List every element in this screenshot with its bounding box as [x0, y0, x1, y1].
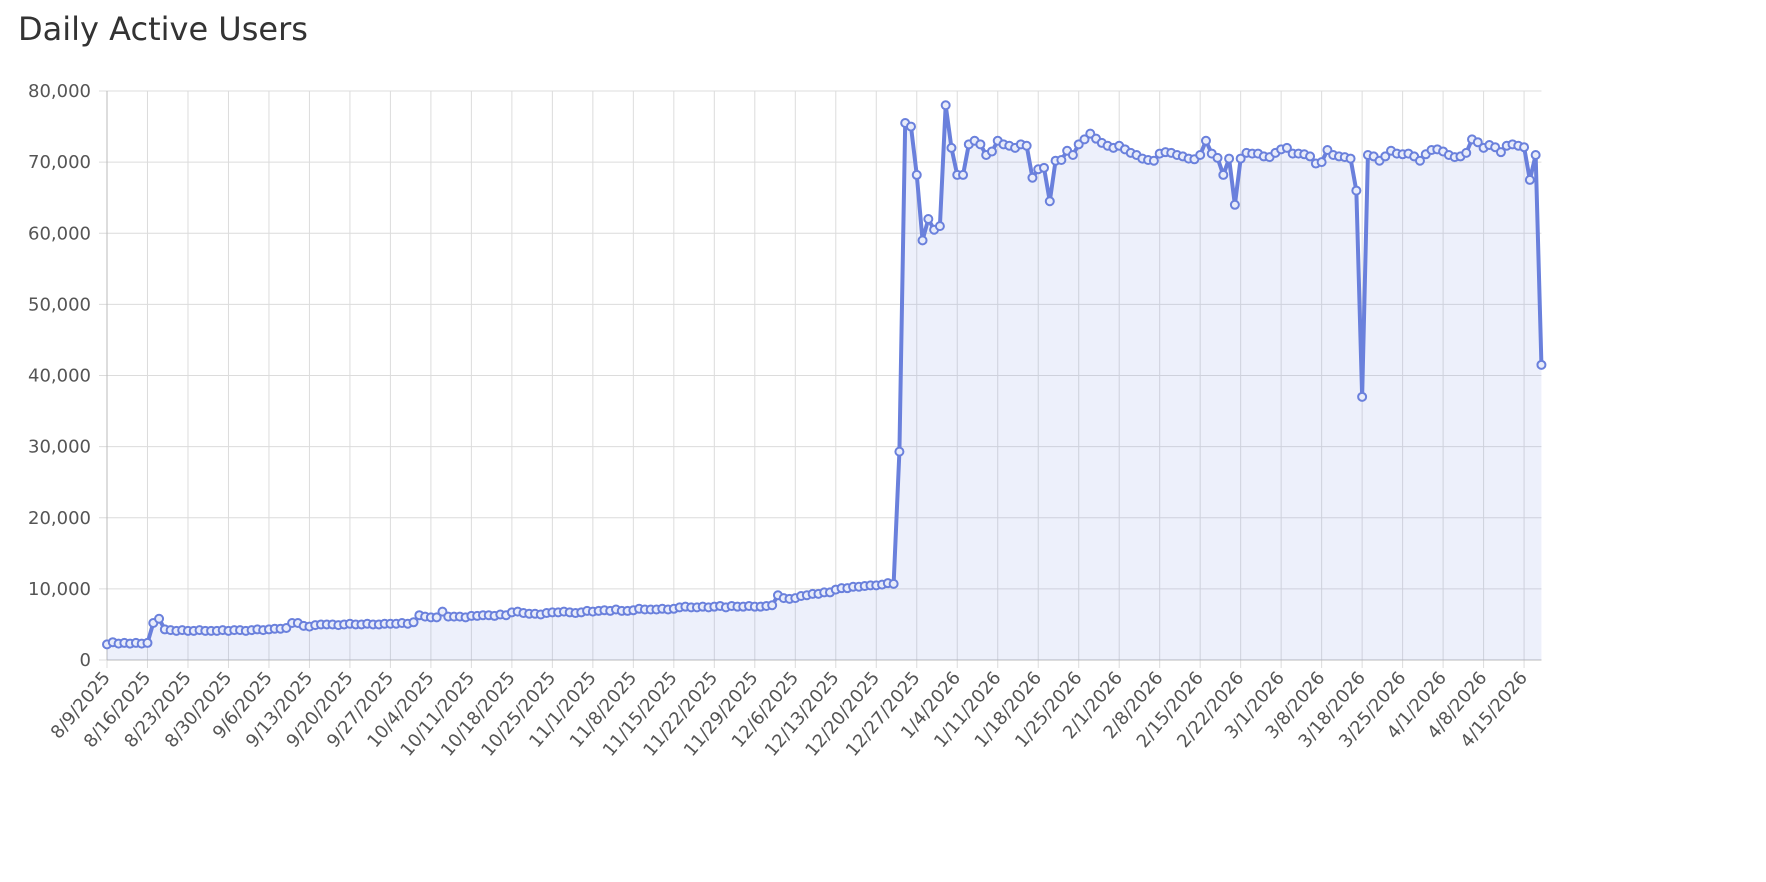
point: [1039, 162, 1050, 173]
point: [958, 169, 969, 180]
point: [1316, 157, 1327, 168]
point: [1461, 147, 1472, 158]
point: [1212, 152, 1223, 163]
point: [1305, 151, 1316, 162]
point: [142, 637, 153, 648]
point: [1200, 135, 1211, 146]
point: [1519, 142, 1530, 153]
point: [1229, 199, 1240, 210]
point: [986, 146, 997, 157]
point: [1148, 155, 1159, 166]
point: [1056, 154, 1067, 165]
point: [923, 214, 934, 225]
point: [1357, 391, 1368, 402]
point: [1218, 169, 1229, 180]
point: [431, 612, 442, 623]
point: [1351, 185, 1362, 196]
point: [1380, 151, 1391, 162]
point: [1414, 155, 1425, 166]
point: [940, 100, 951, 111]
point: [1495, 147, 1506, 158]
point: [917, 235, 928, 246]
point: [1235, 153, 1246, 164]
point: [1281, 142, 1292, 153]
point: [888, 578, 899, 589]
y-tick-label: 50,000: [28, 294, 91, 315]
point: [975, 139, 986, 150]
point: [1027, 172, 1038, 183]
y-tick-label: 10,000: [28, 579, 91, 600]
y-tick-label: 20,000: [28, 508, 91, 529]
point: [1195, 150, 1206, 161]
point: [1530, 150, 1541, 161]
line-area: [107, 105, 1542, 661]
point: [1044, 196, 1055, 207]
point: [1224, 153, 1235, 164]
y-tick-label: 80,000: [28, 81, 91, 102]
point: [1524, 174, 1535, 185]
point: [911, 169, 922, 180]
y-tick-label: 40,000: [28, 366, 91, 387]
point: [1536, 359, 1547, 370]
point: [1067, 150, 1078, 161]
chart-title: Daily Active Users: [18, 10, 308, 48]
point: [1079, 134, 1090, 145]
point: [1021, 140, 1032, 151]
y-tick-label: 60,000: [28, 223, 91, 244]
y-tick-label: 70,000: [28, 152, 91, 173]
point: [934, 221, 945, 232]
point: [154, 613, 165, 624]
point: [894, 446, 905, 457]
point: [408, 617, 419, 628]
point: [1472, 137, 1483, 148]
point: [946, 142, 957, 153]
y-tick-label: 0: [80, 650, 91, 671]
point: [1345, 153, 1356, 164]
y-tick-label: 30,000: [28, 437, 91, 458]
point: [905, 121, 916, 132]
point: [767, 600, 778, 611]
